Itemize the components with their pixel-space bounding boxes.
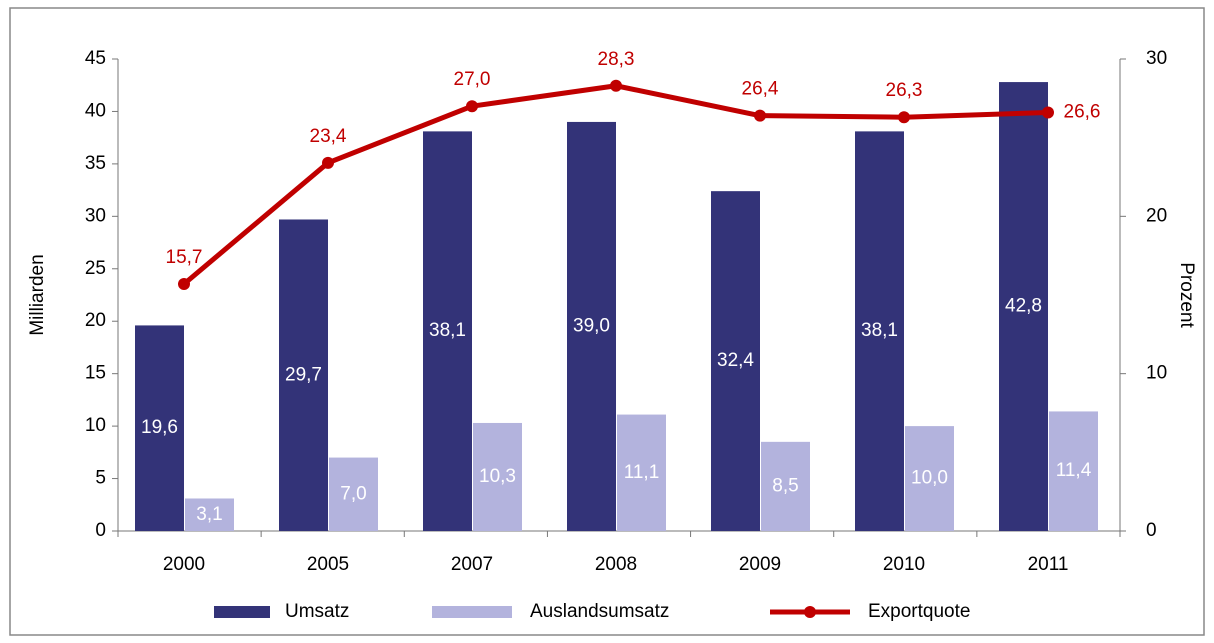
bar-value-label: 38,1 xyxy=(861,320,898,341)
bar xyxy=(711,191,760,531)
y-tick-label: 5 xyxy=(95,468,106,489)
legend-label: Auslandsumsatz xyxy=(530,601,669,622)
bar-value-label: 8,5 xyxy=(772,475,798,496)
x-tick-label: 2009 xyxy=(739,554,781,575)
legend-marker xyxy=(804,606,816,618)
line-point xyxy=(466,100,478,113)
line-value-label: 28,3 xyxy=(598,49,635,70)
bar-value-label: 3,1 xyxy=(196,504,222,525)
y-tick-label: 10 xyxy=(85,415,106,436)
bar-value-label: 32,4 xyxy=(717,350,754,371)
x-tick-label: 2011 xyxy=(1028,554,1069,575)
bar-value-label: 38,1 xyxy=(429,320,466,341)
line-point xyxy=(1042,106,1054,119)
line-point xyxy=(898,111,910,124)
legend-swatch xyxy=(432,606,512,618)
y2-tick-label: 10 xyxy=(1146,363,1167,384)
bar xyxy=(617,414,666,531)
bar-value-label: 10,3 xyxy=(479,466,516,487)
y-tick-label: 0 xyxy=(95,520,106,541)
x-tick-label: 2000 xyxy=(163,554,205,575)
bar xyxy=(999,82,1048,531)
bar xyxy=(855,131,904,531)
bar xyxy=(473,422,522,531)
bar-value-label: 19,6 xyxy=(141,417,178,438)
line-point xyxy=(610,79,622,92)
bar-value-label: 42,8 xyxy=(1005,296,1042,317)
y2-axis-title: Prozent xyxy=(1176,262,1197,328)
bar xyxy=(1049,411,1098,531)
bar-value-label: 11,1 xyxy=(624,462,660,483)
line-value-label: 15,7 xyxy=(166,247,203,268)
legend-label: Exportquote xyxy=(868,601,970,622)
line-value-label: 26,3 xyxy=(886,80,923,101)
x-tick-label: 2005 xyxy=(307,554,349,575)
y2-tick-label: 30 xyxy=(1146,48,1167,69)
y2-tick-label: 20 xyxy=(1146,205,1167,226)
bar xyxy=(761,441,810,531)
line-point xyxy=(322,156,334,169)
y-tick-label: 45 xyxy=(85,48,106,69)
line-value-label: 23,4 xyxy=(310,126,347,147)
y-tick-label: 35 xyxy=(85,153,106,174)
line-point xyxy=(178,277,190,290)
y-tick-label: 25 xyxy=(85,258,106,279)
bar xyxy=(423,131,472,531)
bar xyxy=(905,426,954,531)
line-value-label: 27,0 xyxy=(454,69,491,90)
y-tick-label: 20 xyxy=(85,310,106,331)
bar xyxy=(135,325,184,531)
bar xyxy=(185,498,234,531)
x-tick-label: 2010 xyxy=(883,554,925,575)
x-tick-label: 2007 xyxy=(451,554,493,575)
y-tick-label: 40 xyxy=(85,100,106,121)
bar-value-label: 11,4 xyxy=(1056,460,1092,481)
bar xyxy=(567,121,616,531)
line-value-label: 26,4 xyxy=(742,79,779,100)
y-axis-title: Milliarden xyxy=(27,254,48,335)
y-tick-label: 15 xyxy=(85,363,106,384)
x-tick-label: 2008 xyxy=(595,554,637,575)
y-tick-label: 30 xyxy=(85,205,106,226)
bar-value-label: 10,0 xyxy=(911,468,948,489)
bar-value-label: 29,7 xyxy=(285,364,322,385)
legend-swatch xyxy=(214,606,270,618)
bar-value-label: 39,0 xyxy=(573,315,610,336)
legend-label: Umsatz xyxy=(285,601,349,622)
y2-tick-label: 0 xyxy=(1146,520,1157,541)
bar-value-label: 7,0 xyxy=(340,483,366,504)
bar xyxy=(279,219,328,532)
line-point xyxy=(754,109,766,122)
bar xyxy=(329,457,378,531)
line-value-label: 26,6 xyxy=(1064,102,1101,123)
